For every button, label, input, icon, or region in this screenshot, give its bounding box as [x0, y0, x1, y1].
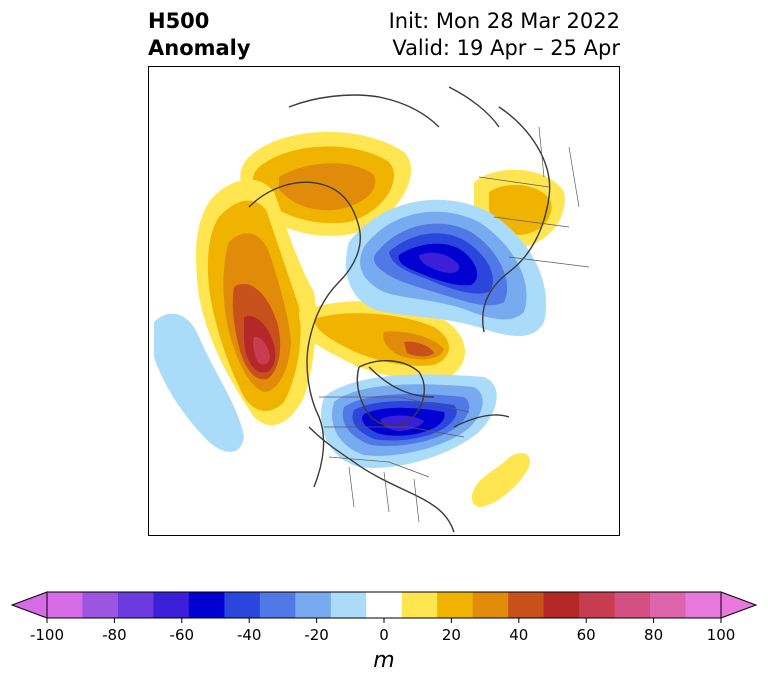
field-title: Anomaly	[148, 36, 251, 60]
init-time: Init: Mon 28 Mar 2022	[388, 9, 620, 33]
positive-anomaly-greenland	[299, 301, 466, 380]
variable-title: H500	[148, 9, 210, 33]
colorbar-under-triangle	[10, 591, 48, 619]
map-svg	[154, 86, 590, 533]
colorbar-tick-label: -40	[236, 626, 262, 644]
valid-period: Valid: 19 Apr – 25 Apr	[392, 36, 620, 60]
colorbar-tick-label: -20	[304, 626, 329, 644]
colorbar	[10, 591, 758, 623]
colorbar-swatch	[47, 592, 83, 618]
colorbar-unit-label: m	[373, 648, 395, 673]
colorbar-tick-label: 100	[706, 626, 736, 644]
borders	[319, 126, 590, 523]
colorbar-tick-label: 80	[644, 626, 664, 644]
colorbar-swatch	[650, 592, 687, 618]
colorbar-tick-label: 60	[576, 626, 596, 644]
anomaly-map	[148, 66, 620, 536]
positive-anomaly-northeast-pacific	[196, 179, 316, 426]
colorbar-swatch	[330, 592, 367, 618]
colorbar-swatch	[508, 592, 545, 618]
colorbar-swatch	[437, 592, 474, 618]
colorbar-swatch	[614, 592, 651, 618]
colorbar-swatch	[82, 592, 119, 618]
colorbar-swatch	[117, 592, 154, 618]
positive-anomaly-western-atlantic	[471, 452, 530, 507]
coastlines	[248, 86, 551, 533]
colorbar-swatch	[188, 592, 225, 618]
colorbar-tick-label: 20	[441, 626, 461, 644]
colorbar-tick-labels: -100 -80 -60 -40 -20 0 20 40 60 80 100	[0, 626, 768, 646]
colorbar-tick-label: -80	[102, 626, 127, 644]
colorbar-tick-label: 0	[379, 626, 389, 644]
negative-anomaly-eastern-pacific	[154, 313, 244, 452]
colorbar-tick-label: 40	[509, 626, 529, 644]
negative-anomaly-arctic-ocean	[345, 199, 547, 337]
title-block-left: H500 Anomaly	[148, 8, 251, 62]
title-block-right: Init: Mon 28 Mar 2022 Valid: 19 Apr – 25…	[389, 8, 620, 62]
colorbar-swatch	[472, 592, 509, 618]
colorbar-swatch	[259, 592, 296, 618]
colorbar-swatch	[366, 592, 403, 618]
colorbar-swatch	[224, 592, 261, 618]
colorbar-tick-label: -60	[169, 626, 195, 644]
colorbar-swatch	[579, 592, 616, 618]
colorbar-swatch	[295, 592, 332, 618]
colorbar-swatch	[543, 592, 580, 618]
colorbar-swatch	[401, 592, 438, 618]
colorbar-swatch	[153, 592, 190, 618]
colorbar-tick-label: -100	[29, 626, 65, 644]
colorbar-swatch	[685, 592, 722, 618]
colorbar-over-triangle	[720, 591, 758, 619]
